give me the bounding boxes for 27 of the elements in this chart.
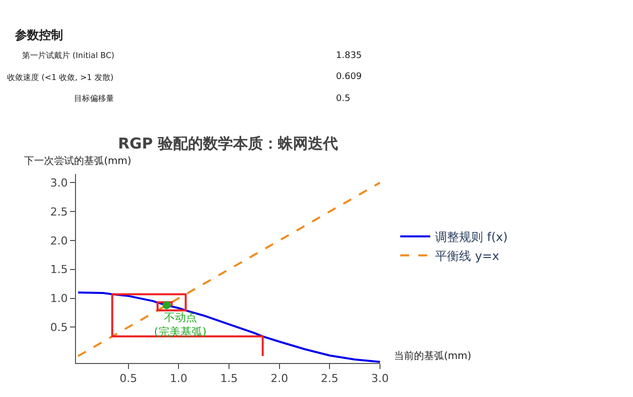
x-tick-label: 2.0 — [270, 372, 288, 386]
x-tick-label: 3.0 — [371, 372, 389, 386]
legend-label: 调整规则 f(x) — [435, 230, 508, 244]
text: 1.835 — [336, 51, 362, 61]
y-tick-label: 1.0 — [50, 292, 68, 306]
line-series — [77, 291, 380, 363]
y-tick-label: 3.0 — [50, 176, 68, 190]
x-tick-label: 1.0 — [170, 372, 188, 386]
chart-title: RGP 验配的数学本质：蛛网迭代 — [118, 134, 338, 152]
x-tick-label: 2.5 — [320, 372, 338, 386]
text: 0.609 — [336, 72, 362, 82]
y-tick-label: 2.0 — [50, 234, 68, 248]
text: 0.5 — [336, 94, 350, 104]
y-tick-label: 1.5 — [50, 263, 68, 276]
line-series — [111, 293, 264, 358]
x-tick-label: 0.5 — [120, 372, 138, 386]
text: 目标偏移量 — [74, 94, 114, 103]
annotation: 不动点 (完美基弧) — [154, 311, 207, 338]
text: 第一片试戴片 (Initial BC) — [22, 51, 114, 60]
y-axis-title: 下一次尝试的基弧(mm) — [24, 155, 132, 167]
text: 收敛速度 (<1 收敛, >1 发散) — [7, 73, 114, 82]
x-axis-title: 当前的基弧(mm) — [394, 350, 472, 362]
y-tick-label: 2.5 — [50, 205, 68, 218]
text: 参数控制 — [14, 28, 63, 42]
legend-label: 平衡线 y=x — [435, 249, 500, 263]
y-tick-label: 0.5 — [50, 321, 68, 334]
x-tick-label: 1.5 — [220, 372, 238, 386]
